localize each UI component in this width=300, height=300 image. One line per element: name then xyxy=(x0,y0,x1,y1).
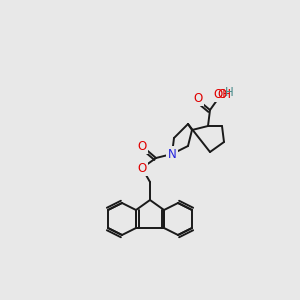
Text: O: O xyxy=(137,161,147,175)
Text: O: O xyxy=(194,92,202,104)
Text: OH: OH xyxy=(213,88,231,100)
Text: O: O xyxy=(218,88,226,100)
Text: O: O xyxy=(194,92,202,104)
Text: O: O xyxy=(137,140,147,152)
Text: N: N xyxy=(168,148,176,160)
Text: H: H xyxy=(225,85,233,98)
